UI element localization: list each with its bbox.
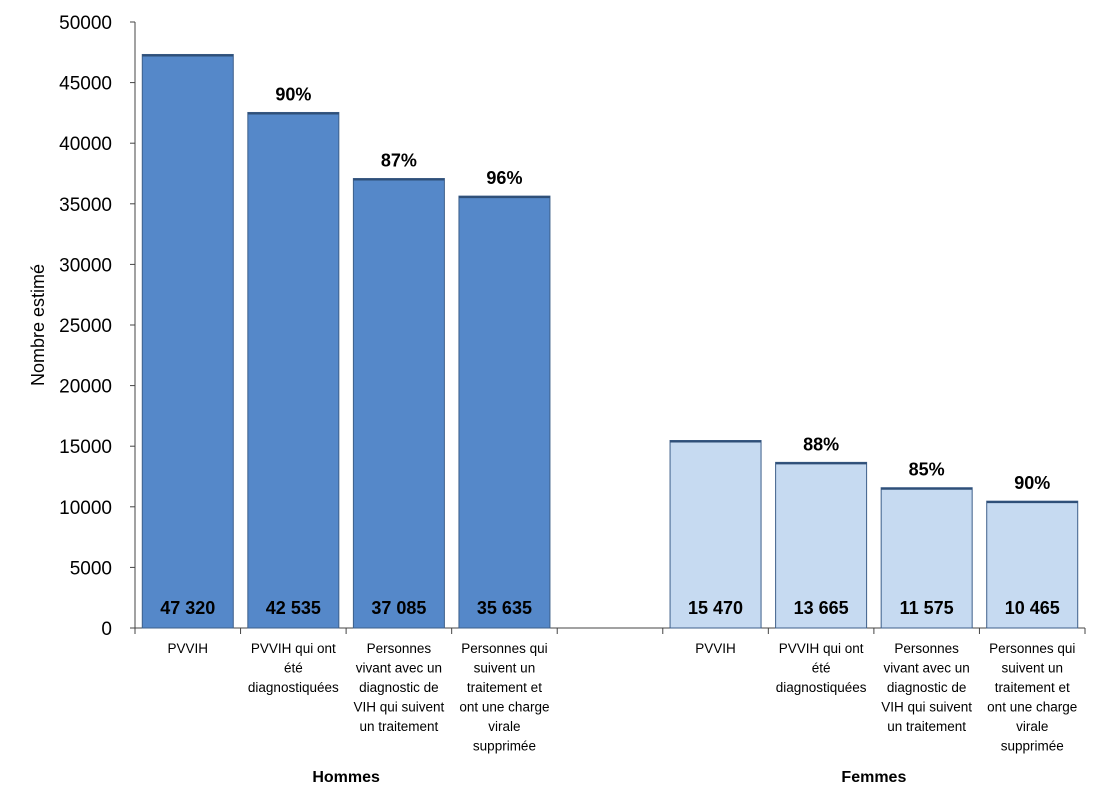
y-tick-label: 50000 [59, 13, 112, 34]
x-category-label-line: suivent un [1001, 661, 1063, 676]
bar-percent-label: 85% [909, 460, 945, 480]
bar-percent-label: 88% [803, 434, 839, 454]
labels: 47 320 PVVIH 42 535 90% PVVIH qui ont été diag… [160, 84, 1077, 786]
x-category-label-line: Personnes qui [461, 641, 547, 656]
x-category-label-line: virale [488, 719, 520, 734]
x-category-label-line: supprimée [1001, 739, 1064, 754]
bar-hommes-4 [458, 195, 551, 629]
x-category-label-line: suivent un [474, 661, 536, 676]
x-category-label-line: VIH qui suivent [881, 700, 972, 715]
bar-femmes-2 [775, 461, 868, 629]
x-category-label-line: été [284, 661, 303, 676]
x-category-label-line: supprimée [473, 739, 536, 754]
bar-hommes-1 [141, 53, 234, 629]
x-category-label-line: diagnostic de [887, 680, 967, 695]
x-category-label-line: PVVIH [168, 641, 209, 656]
y-tick-label: 15000 [59, 437, 112, 458]
x-category-label: PVVIH qui ont été diagnostiquées [776, 641, 867, 695]
bar-hommes-2 [247, 111, 340, 629]
x-category-label-line: diagnostic de [359, 680, 439, 695]
x-category-label: Personnes qui suivent un traitement et ont … [987, 641, 1077, 754]
bar-value-label: 47 320 [160, 598, 215, 618]
bar-femmes-1 [669, 440, 762, 629]
y-tick-label: 45000 [59, 74, 112, 95]
x-category-label-line: un traitement [887, 719, 966, 734]
x-category-label: PVVIH [168, 641, 209, 656]
bar-percent-label: 87% [381, 151, 417, 171]
x-category-label: Personnes qui suivent un traitement et ont … [459, 641, 549, 754]
x-category-label-line: diagnostiquées [248, 680, 339, 695]
bar-hommes-3 [352, 178, 445, 629]
group-label-femmes: Femmes [841, 769, 906, 786]
x-category-label-line: VIH qui suivent [353, 700, 444, 715]
x-category-label: Personnes vivant avec un diagnostic de VIH … [881, 641, 972, 734]
bar-value-label: 37 085 [371, 598, 426, 618]
x-category-label: Personnes vivant avec un diagnostic de VIH … [353, 641, 444, 734]
bar-percent-label: 96% [486, 168, 522, 188]
x-category-label-line: été [812, 661, 831, 676]
y-tick-label: 35000 [59, 195, 112, 216]
bar-percent-label: 90% [275, 84, 311, 104]
x-category-label-line: Personnes qui [989, 641, 1075, 656]
x-category-label-line: PVVIH qui ont [251, 641, 336, 656]
x-category-label-line: PVVIH [695, 641, 736, 656]
x-category-label-line: traitement et [467, 680, 542, 695]
bars [141, 53, 1079, 629]
bar-value-label: 42 535 [266, 598, 321, 618]
y-axis-title: Nombre estimé [28, 264, 48, 386]
x-category-label-line: vivant avec un [884, 661, 970, 676]
bar-value-label: 10 465 [1005, 598, 1060, 618]
x-category-label-line: Personnes [894, 641, 959, 656]
x-category-label-line: un traitement [359, 719, 438, 734]
bar-value-label: 13 665 [794, 598, 849, 618]
x-category-label-line: PVVIH qui ont [779, 641, 864, 656]
x-category-label-line: vivant avec un [356, 661, 442, 676]
x-category-label-line: traitement et [995, 680, 1070, 695]
y-tick-label: 40000 [59, 134, 112, 155]
y-tick-label: 5000 [70, 558, 112, 579]
bar-femmes-4 [986, 500, 1079, 629]
y-tick-label: 20000 [59, 377, 112, 398]
x-category-label-line: diagnostiquées [776, 680, 867, 695]
bar-value-label: 11 575 [900, 598, 954, 618]
y-tick-label: 10000 [59, 498, 112, 519]
x-category-label: PVVIH qui ont été diagnostiquées [248, 641, 339, 695]
bar-value-label: 15 470 [688, 598, 743, 618]
group-label-hommes: Hommes [312, 769, 380, 786]
x-category-label-line: virale [1016, 719, 1048, 734]
x-category-label-line: Personnes [367, 641, 432, 656]
bar-percent-label: 90% [1014, 473, 1050, 493]
bar-value-label: 35 635 [477, 598, 532, 618]
y-tick-label: 30000 [59, 255, 112, 276]
axes: 0 5000 10000 15000 20000 25000 30000 35000 40000… [28, 13, 1086, 640]
x-category-label-line: ont une charge [459, 700, 549, 715]
y-tick-label: 25000 [59, 316, 112, 337]
x-category-label-line: ont une charge [987, 700, 1077, 715]
x-category-label: PVVIH [695, 641, 736, 656]
y-tick-label: 0 [101, 619, 112, 640]
